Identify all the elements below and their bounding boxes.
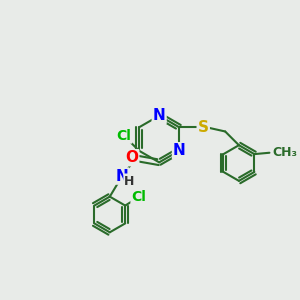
Text: N: N (116, 169, 128, 184)
Text: N: N (173, 143, 186, 158)
Text: Cl: Cl (131, 190, 146, 204)
Text: N: N (153, 108, 166, 123)
Text: S: S (198, 120, 209, 135)
Text: O: O (125, 150, 138, 165)
Text: CH₃: CH₃ (272, 146, 297, 159)
Text: H: H (124, 175, 135, 188)
Text: Cl: Cl (116, 129, 131, 142)
